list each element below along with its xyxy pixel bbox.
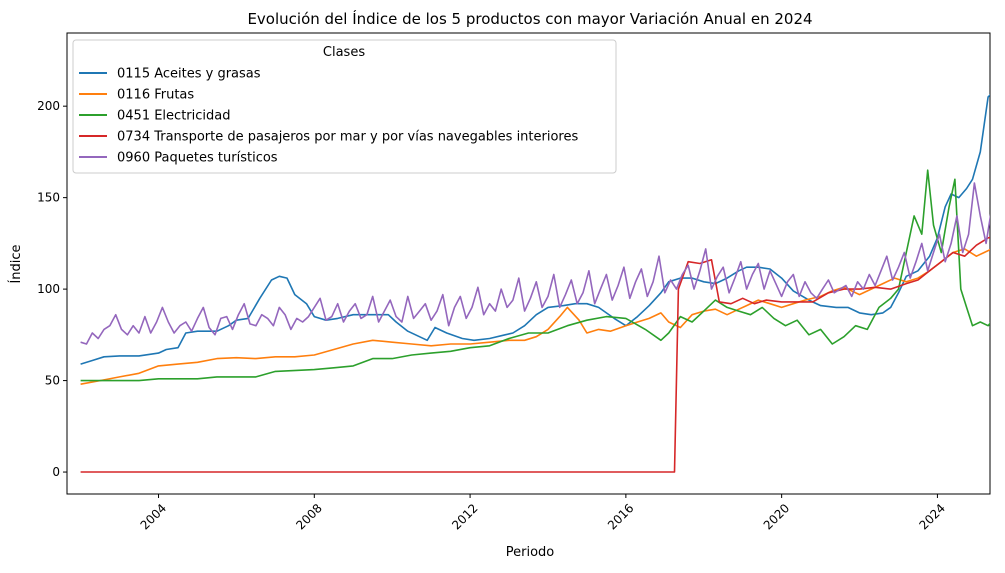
y-tick-label: 50: [45, 374, 60, 388]
legend-label-1: 0116 Frutas: [117, 88, 194, 103]
x-tick-label: 2020: [761, 501, 792, 532]
x-axis: 2004 2008 2012 2016 2020 2024: [138, 494, 948, 533]
x-tick-label: 2008: [293, 501, 324, 532]
legend-title: Clases: [323, 45, 365, 60]
legend-label-2: 0451 Electricidad: [117, 109, 230, 124]
chart-title: Evolución del Índice de los 5 productos …: [247, 9, 812, 28]
y-axis-label: Índice: [8, 244, 24, 283]
x-tick-label: 2024: [917, 501, 948, 532]
x-tick-label: 2016: [605, 501, 636, 532]
legend-box: [72, 39, 617, 174]
series-lines: [80, 94, 990, 473]
x-tick-label: 2012: [449, 501, 480, 532]
legend-label-4: 0960 Paquetes turísticos: [117, 151, 278, 166]
x-tick-label: 2004: [138, 501, 169, 532]
series-line-4: [80, 182, 990, 345]
legend-label-3: 0734 Transporte de pasajeros por mar y p…: [117, 130, 578, 145]
series-line-2: [80, 169, 990, 382]
y-tick-label: 0: [52, 465, 60, 479]
y-tick-label: 200: [37, 99, 60, 113]
y-tick-label: 100: [37, 282, 60, 296]
series-line-1: [80, 248, 990, 385]
legend-label-0: 0115 Aceites y grasas: [117, 67, 261, 82]
legend-entries: 0115 Aceites y grasas 0116 Frutas 0451 Ele…: [79, 67, 578, 166]
x-axis-label: Periodo: [506, 545, 555, 560]
y-tick-label: 150: [37, 191, 60, 205]
plot-area-frame: [66, 32, 991, 495]
y-axis: 0 50 100 150 200: [37, 99, 67, 479]
